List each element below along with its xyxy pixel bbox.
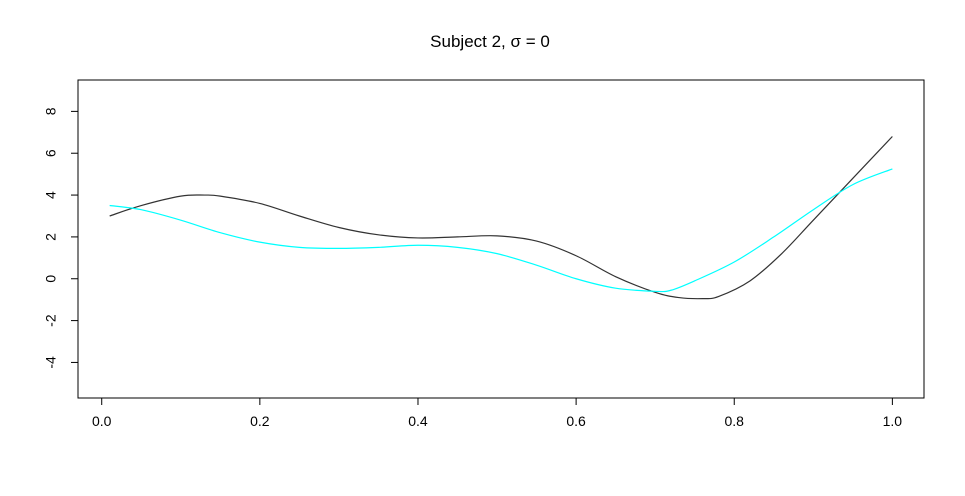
x-axis: 0.0 0.2 0.4 0.6 0.8 1.0 xyxy=(92,397,903,429)
y-tick-label: -4 xyxy=(43,356,59,369)
y-tick-label: 4 xyxy=(43,191,59,199)
chart-title: Subject 2, σ = 0 xyxy=(430,32,550,51)
x-tick-label: 1.0 xyxy=(883,413,903,429)
y-tick-label: 2 xyxy=(43,233,59,241)
series-line-1 xyxy=(109,136,893,300)
y-tick-label: 6 xyxy=(43,149,59,157)
series-layer xyxy=(109,136,893,300)
x-tick-label: 0.0 xyxy=(92,413,112,429)
series-line-2 xyxy=(109,168,893,293)
y-tick-label: -2 xyxy=(43,314,59,327)
y-tick-label: 8 xyxy=(43,107,59,115)
x-tick-label: 0.4 xyxy=(408,413,428,429)
x-tick-label: 0.2 xyxy=(250,413,270,429)
plot-frame xyxy=(77,79,925,399)
y-tick-label: 0 xyxy=(43,275,59,283)
y-axis: -4 -2 0 2 4 6 8 xyxy=(43,107,79,369)
x-tick-label: 0.6 xyxy=(566,413,586,429)
x-tick-label: 0.8 xyxy=(725,413,745,429)
